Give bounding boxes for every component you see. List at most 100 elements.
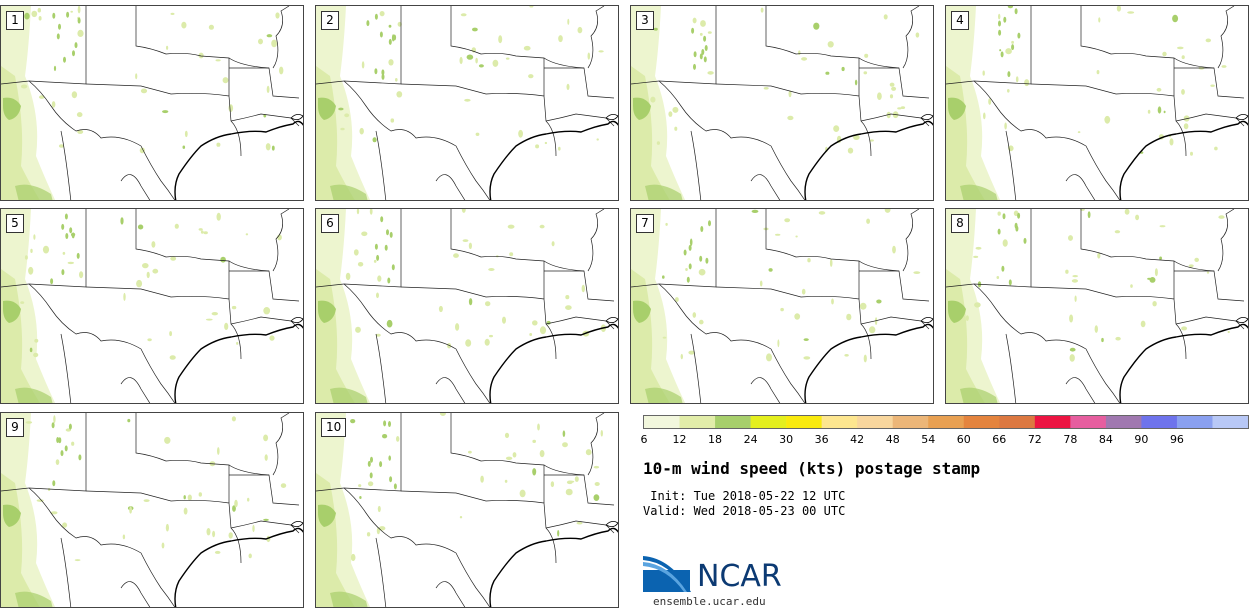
wind-speckle: [535, 144, 540, 149]
wind-speckle: [532, 468, 537, 476]
wind-speckle: [692, 312, 697, 318]
wind-speckle: [390, 118, 395, 123]
wind-speckle: [705, 257, 709, 264]
wind-speckle: [62, 251, 66, 255]
wind-speckle: [383, 420, 387, 427]
wind-speckle: [598, 50, 604, 53]
wind-speckle: [1177, 46, 1184, 50]
wind-speckle: [795, 235, 798, 238]
wind-speckle: [77, 17, 81, 24]
wind-speckle: [844, 354, 849, 357]
state-border: [973, 209, 1032, 288]
wind-speckle: [841, 66, 845, 72]
state-border: [120, 581, 151, 607]
wind-speckle: [869, 139, 874, 142]
wind-speckle: [688, 263, 692, 270]
wind-speckle: [76, 252, 80, 259]
wind-speckle: [1190, 151, 1193, 156]
state-border: [1005, 333, 1017, 403]
wind-speckle: [280, 483, 287, 488]
wind-speckle: [366, 532, 371, 537]
wind-shading-strong: [960, 184, 998, 200]
wind-speckle: [357, 262, 364, 267]
wind-speckle: [462, 239, 469, 242]
colorbar-segment: [1105, 416, 1142, 428]
wind-speckle: [1004, 122, 1007, 130]
wind-speckle: [700, 226, 704, 232]
wind-speckle: [170, 256, 177, 261]
wind-speckle: [818, 211, 826, 215]
state-border: [544, 474, 615, 506]
wind-speckle: [544, 141, 548, 145]
wind-speckle: [889, 82, 895, 87]
state-border: [28, 80, 176, 200]
wind-speckle: [224, 322, 229, 330]
wind-speckle: [361, 61, 365, 69]
wind-speckle: [1205, 38, 1211, 43]
ensemble-member-label: 5: [6, 214, 24, 233]
wind-speckle: [78, 454, 82, 461]
wind-speckle: [214, 550, 221, 554]
state-border: [60, 333, 72, 403]
wind-speckle: [1214, 146, 1218, 151]
wind-speckle: [1011, 44, 1015, 51]
colorbar-tick: 24: [743, 433, 758, 446]
wind-speckle: [847, 147, 854, 154]
wind-speckle: [468, 242, 472, 249]
wind-speckle: [123, 292, 126, 301]
gulf-coastline: [804, 120, 933, 200]
wind-speckle: [468, 298, 473, 306]
state-border: [135, 209, 230, 299]
state-border: [1005, 130, 1017, 200]
wind-speckle: [1007, 71, 1011, 78]
gulf-coastline: [174, 120, 303, 200]
wind-speckle: [784, 218, 791, 223]
state-border: [28, 283, 176, 403]
wind-speckle: [61, 269, 65, 276]
state-border: [1, 80, 30, 85]
wind-speckle: [366, 20, 370, 27]
ensemble-member-label: 4: [951, 11, 969, 30]
wind-speckle: [698, 268, 706, 276]
wind-speckle: [866, 218, 870, 224]
state-border: [343, 209, 402, 288]
wind-speckle: [1159, 225, 1166, 228]
wind-speckle: [269, 335, 275, 341]
wind-shading-strong: [948, 300, 966, 323]
colorbar-segment: [750, 416, 787, 428]
colorbar-tick: 66: [992, 433, 1007, 446]
state-border: [343, 283, 491, 403]
init-time: Init: Tue 2018-05-22 12 UTC: [643, 489, 846, 503]
stamp-panel: 9: [0, 412, 304, 608]
wind-speckle: [33, 352, 39, 358]
map-canvas: [316, 413, 618, 607]
wind-speckle: [453, 253, 459, 258]
wind-speckle: [169, 355, 176, 360]
wind-speckle: [152, 268, 159, 274]
wind-speckle: [1017, 32, 1021, 39]
wind-speckle: [39, 95, 45, 99]
wind-speckle: [891, 86, 897, 91]
wind-speckle: [780, 307, 784, 312]
wind-speckle: [877, 92, 882, 100]
state-border: [229, 270, 300, 302]
state-border: [228, 464, 270, 476]
wind-speckle: [565, 305, 572, 310]
wind-speckle: [1163, 110, 1166, 114]
gulf-coastline: [1119, 323, 1248, 403]
wind-speckle: [266, 85, 270, 93]
state-border: [544, 270, 615, 302]
colorbar-segment: [999, 416, 1036, 428]
lake-pontchartrain: [920, 317, 933, 323]
wind-speckle: [376, 292, 379, 299]
wind-speckle: [461, 209, 466, 213]
wind-speckle: [1221, 65, 1227, 68]
wind-speckle: [375, 333, 381, 337]
wind-speckle: [455, 323, 460, 331]
wind-speckle: [864, 53, 869, 58]
wind-speckle: [1023, 237, 1027, 244]
wind-speckle: [198, 492, 202, 497]
wind-shading-strong: [948, 97, 966, 120]
wind-speckle: [74, 559, 81, 562]
wind-speckle: [833, 125, 840, 132]
